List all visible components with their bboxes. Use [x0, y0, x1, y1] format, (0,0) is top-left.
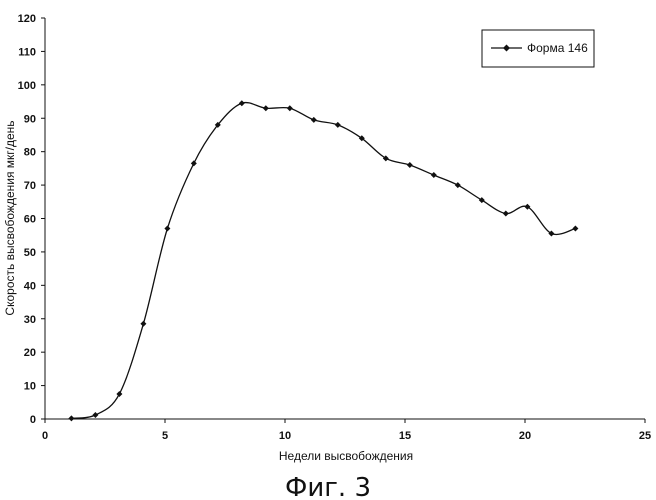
y-tick-label: 50 — [24, 247, 36, 259]
data-point — [431, 172, 437, 178]
x-axis-label: Недели высвобождения — [279, 449, 413, 463]
y-tick-label: 70 — [24, 180, 36, 192]
x-tick-label: 0 — [42, 430, 48, 442]
y-tick-label: 0 — [30, 414, 36, 426]
x-axis-ticks: 0 5 10 15 20 25 — [42, 419, 651, 442]
data-point — [239, 100, 245, 106]
data-point — [287, 105, 293, 111]
data-point — [191, 160, 197, 166]
data-point — [164, 226, 170, 232]
data-point — [479, 197, 485, 203]
y-tick-label: 60 — [24, 214, 36, 226]
y-tick-label: 40 — [24, 280, 36, 292]
data-point — [455, 182, 461, 188]
data-point — [572, 226, 578, 232]
y-tick-label: 20 — [24, 347, 36, 359]
y-tick-label: 100 — [18, 80, 36, 92]
legend-label-forma-146: Форма 146 — [527, 41, 588, 55]
data-point — [503, 210, 509, 216]
x-tick-label: 15 — [399, 430, 411, 442]
data-point — [335, 122, 341, 128]
data-point — [263, 105, 269, 111]
series-line-forma-146 — [71, 103, 575, 419]
data-point — [68, 415, 74, 421]
y-tick-label: 90 — [24, 113, 36, 125]
x-tick-label: 5 — [162, 430, 168, 442]
y-tick-label: 120 — [18, 13, 36, 25]
series-markers — [68, 100, 578, 421]
x-tick-label: 25 — [639, 430, 651, 442]
data-point — [116, 391, 122, 397]
y-tick-label: 30 — [24, 314, 36, 326]
data-point — [311, 117, 317, 123]
figure-caption: Фиг. 3 — [285, 473, 371, 500]
y-axis-ticks: 0 10 20 30 40 50 60 70 80 90 100 110 120 — [18, 13, 45, 426]
data-point — [407, 162, 413, 168]
y-axis-label: Скорость высвобождения мкг/день — [3, 120, 17, 315]
x-tick-label: 20 — [519, 430, 531, 442]
data-point — [92, 412, 98, 418]
y-tick-label: 10 — [24, 381, 36, 393]
y-tick-label: 80 — [24, 147, 36, 159]
y-tick-label: 110 — [18, 46, 36, 58]
data-point — [140, 321, 146, 327]
legend: Форма 146 — [482, 30, 594, 67]
x-tick-label: 10 — [279, 430, 291, 442]
